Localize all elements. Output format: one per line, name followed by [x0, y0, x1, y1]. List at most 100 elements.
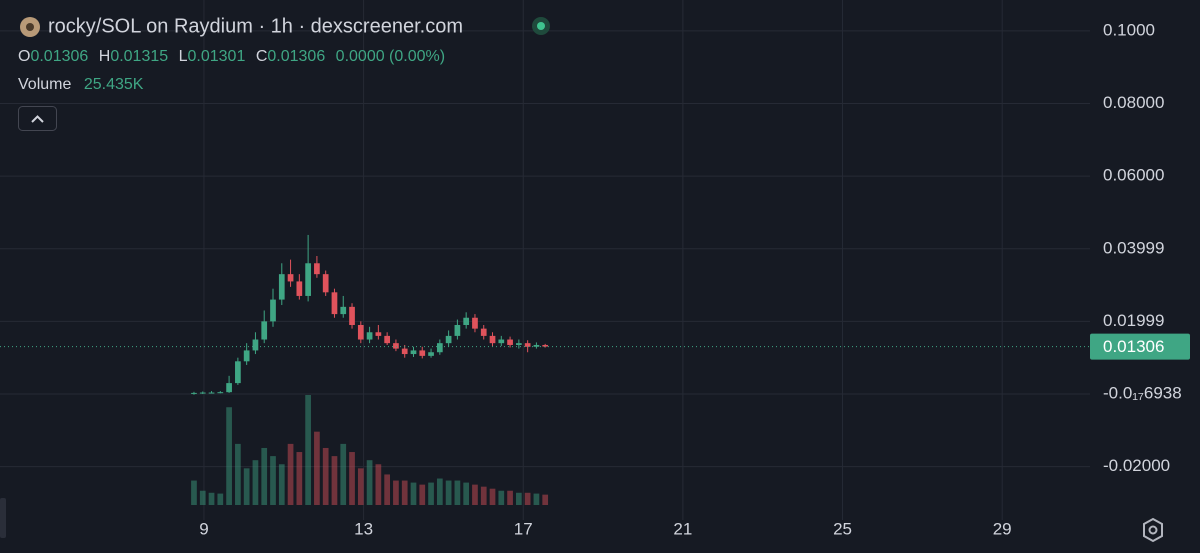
- volume-bar: [463, 482, 470, 505]
- volume-bar: [226, 407, 232, 505]
- candle-body: [498, 339, 505, 344]
- candle-body: [322, 274, 329, 293]
- candle-body: [463, 317, 470, 325]
- candle-body: [516, 343, 522, 345]
- token-icon-center: [26, 23, 34, 31]
- volume-bar: [393, 480, 399, 505]
- volume-bar: [314, 431, 320, 505]
- side-handle[interactable]: [0, 498, 6, 538]
- volume-bar: [428, 482, 434, 505]
- grid: [0, 0, 1090, 520]
- candle-body: [287, 274, 294, 282]
- candle-body: [305, 263, 311, 296]
- candle-body: [349, 306, 355, 325]
- volume-bar: [235, 443, 241, 505]
- candle-body: [542, 344, 549, 347]
- axes: 0.1000 0.08000 0.06000 0.03999 0.01999 -0.0₁₇…: [0, 20, 1190, 538]
- volume-bar: [507, 490, 513, 505]
- volume-bar: [199, 490, 206, 505]
- settings-hex[interactable]: [1143, 517, 1163, 543]
- x-tick-label: 25: [833, 519, 852, 538]
- x-tick-label: 29: [993, 519, 1012, 538]
- low-value: 0.01301: [188, 48, 246, 65]
- candle-body: [419, 350, 426, 356]
- volume-bar: [243, 468, 250, 505]
- candle-body: [524, 343, 531, 347]
- candle-body: [472, 317, 478, 329]
- volume-bar: [533, 493, 540, 505]
- volume-bar: [270, 456, 276, 505]
- candle-body: [261, 321, 268, 340]
- candle-body: [507, 339, 513, 345]
- candle-body: [296, 281, 303, 296]
- high-value: 0.01315: [110, 48, 168, 65]
- high-label: H: [99, 48, 111, 65]
- collapse-button[interactable]: [18, 106, 57, 131]
- candle-body: [199, 392, 206, 394]
- last-price-tag: [1090, 333, 1190, 360]
- volume-bar: [454, 480, 461, 505]
- candle-body: [401, 348, 408, 355]
- candle-body: [393, 343, 399, 349]
- low-label: L: [179, 48, 188, 65]
- y-tick-label: 0.01999: [1103, 311, 1164, 330]
- candle-body: [410, 350, 417, 355]
- candle-body: [366, 332, 373, 340]
- volume-bar: [331, 456, 338, 505]
- candle-body: [314, 263, 320, 275]
- candle-body: [252, 339, 259, 351]
- volume-bar: [208, 492, 215, 505]
- settings-dot[interactable]: [1148, 525, 1158, 535]
- volume-bar: [252, 460, 259, 505]
- candle-body: [217, 392, 224, 394]
- volume-bar: [349, 452, 355, 505]
- open-label: O: [18, 48, 30, 65]
- volume-layer: [191, 395, 549, 505]
- status-dot: [537, 22, 545, 30]
- candle-body: [226, 383, 232, 393]
- volume-value: 25.435K: [84, 76, 144, 93]
- collapse-caret[interactable]: [31, 115, 44, 123]
- volume-bar: [305, 395, 311, 505]
- candle-body: [533, 344, 540, 347]
- volume-bar: [296, 452, 303, 505]
- y-tick-label: -0.0₁₇6938: [1103, 383, 1182, 402]
- x-tick-label: 21: [673, 519, 692, 538]
- volume-bar: [410, 482, 417, 505]
- volume-label: Volume: [18, 76, 71, 93]
- volume-bar: [384, 474, 391, 505]
- close-value: 0.01306: [267, 48, 325, 65]
- y-tick-label: 0.1000: [1103, 20, 1155, 39]
- volume-bar: [445, 480, 452, 505]
- volume-bar: [357, 468, 364, 505]
- open-value: 0.01306: [30, 48, 88, 65]
- close-label: C: [256, 48, 268, 65]
- candle-body: [278, 274, 285, 300]
- candle-body: [445, 335, 452, 344]
- candle-body: [384, 335, 391, 344]
- volume-bar: [498, 490, 505, 505]
- settings-button[interactable]: [1143, 517, 1163, 543]
- volume-bar: [366, 460, 373, 505]
- volume-bar: [217, 493, 224, 505]
- candle-body: [428, 352, 434, 356]
- volume-bar: [401, 480, 408, 505]
- volume-bar: [287, 443, 294, 505]
- candle-body: [243, 350, 250, 362]
- volume-bar: [472, 484, 478, 505]
- collapse-button-frame[interactable]: [18, 106, 57, 131]
- last-price-label: 0.01306: [1103, 337, 1164, 356]
- change-value: 0.0000 (0.00%): [336, 48, 445, 65]
- x-tick-label: 17: [514, 519, 533, 538]
- candle-body: [357, 325, 364, 340]
- candle-body: [340, 306, 347, 315]
- volume-bar: [524, 492, 531, 505]
- volume-bar: [542, 494, 549, 505]
- candle-body: [375, 332, 382, 336]
- volume-bar: [278, 464, 285, 505]
- candle-body: [331, 292, 338, 315]
- volume-bar: [340, 443, 347, 505]
- y-tick-label: 0.06000: [1103, 166, 1164, 185]
